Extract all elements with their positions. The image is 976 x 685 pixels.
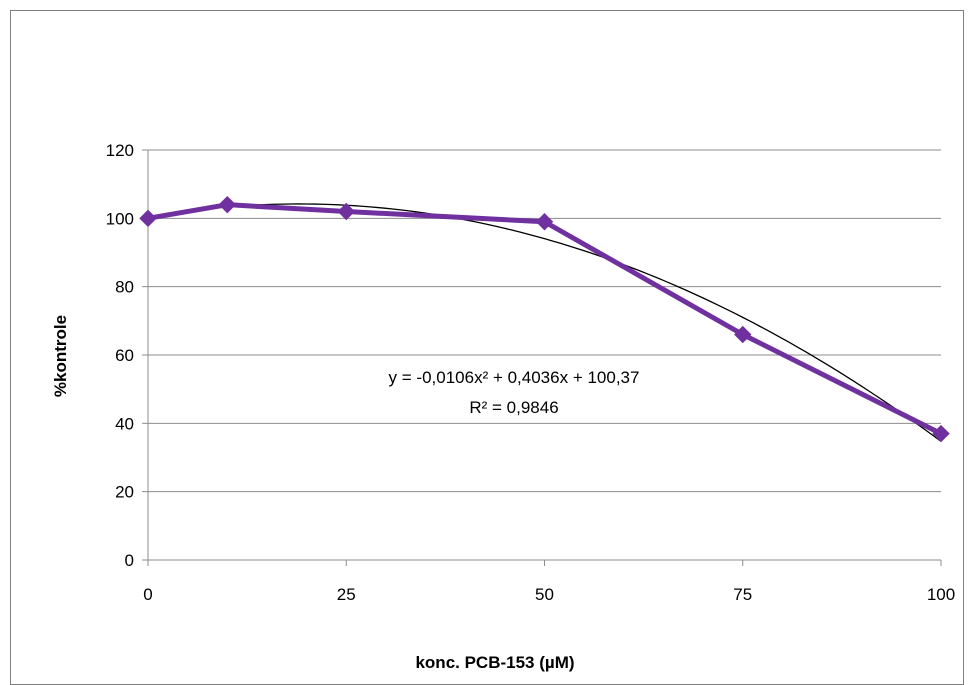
x-tick-label-25: 25 (337, 585, 356, 604)
y-tick-label-60: 60 (115, 346, 134, 365)
data-series (147, 202, 943, 436)
y-tick-label-20: 20 (115, 483, 134, 502)
data-point-75 (734, 325, 752, 344)
series-line-0 (147, 202, 943, 436)
y-axis-title: %kontrole (51, 315, 70, 397)
y-tick-labels: 0 20 40 60 80 100 120 (106, 141, 134, 570)
data-point-10 (218, 195, 237, 214)
data-markers (139, 195, 950, 443)
data-point-25 (337, 202, 355, 221)
chart-frame (10, 10, 964, 685)
x-tick-label-100: 100 (927, 585, 955, 604)
data-point-0 (139, 209, 157, 228)
trendline-curve (147, 203, 942, 442)
y-tick-label-0: 0 (125, 551, 134, 570)
x-tick-label-75: 75 (733, 585, 752, 604)
x-tick-label-50: 50 (535, 585, 554, 604)
x-tick-label-0: 0 (143, 585, 152, 604)
x-axis-title: konc. PCB-153 (µM) (415, 653, 574, 672)
data-point-100 (932, 424, 950, 443)
y-tick-label-120: 120 (106, 141, 134, 160)
trendline (147, 203, 942, 442)
axes (142, 149, 942, 566)
y-tick-label-100: 100 (106, 209, 134, 228)
trendline-equation: y = -0,0106x² + 0,4036x + 100,37 (389, 368, 640, 387)
y-tick-label-40: 40 (115, 414, 134, 433)
gridlines (148, 149, 941, 493)
x-tick-labels: 0 25 50 75 100 (143, 585, 955, 604)
trendline-r-squared: R² = 0,9846 (469, 398, 558, 417)
data-point-50 (535, 213, 554, 231)
y-tick-label-80: 80 (115, 278, 134, 297)
